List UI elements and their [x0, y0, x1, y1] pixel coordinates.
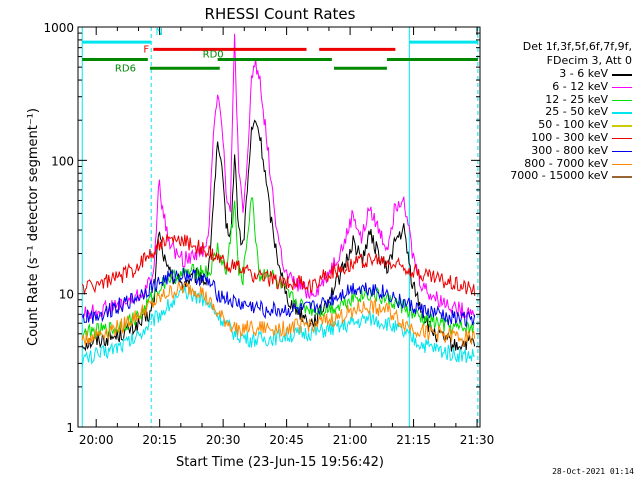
legend-entry-1: 6 - 12 keV — [476, 79, 636, 94]
legend-swatch — [612, 125, 632, 127]
legend-entry-4: 50 - 100 keV — [476, 118, 636, 132]
flag-label-f: F — [143, 44, 149, 55]
axis-ticks: 20:00 20:15 20:30 20:45 21:00 21:15 21:30 1 10 10… — [43, 21, 494, 447]
legend-entry-8: 7000 - 15000 keV — [476, 170, 636, 183]
flag-label-rd0: RD0 — [203, 50, 224, 61]
legend-label: 6 - 12 keV — [552, 79, 608, 93]
legend-entry-7: 800 - 7000 keV — [476, 156, 636, 171]
y-tick-label-1: 10 — [59, 288, 74, 302]
legend-label: 800 - 7000 keV — [524, 156, 608, 170]
legend-swatch — [612, 99, 632, 102]
plot-frame — [77, 26, 481, 428]
legend-swatch — [612, 74, 632, 76]
legend-entry-5: 100 - 300 keV — [476, 130, 636, 145]
legend-label: 12 - 25 keV — [545, 92, 608, 106]
legend-swatch — [612, 112, 632, 114]
legend-label: 100 - 300 keV — [531, 130, 608, 144]
legend-entry-3: 25 - 50 keV — [476, 106, 636, 119]
series-line-5 — [81, 234, 476, 296]
legend: Det 1f,3f,5f,6f,7f,9f, FDecim 3, Att 0 3… — [476, 40, 636, 183]
legend-swatch — [612, 163, 632, 166]
x-axis-label: Start Time (23-Jun-15 19:56:42) — [176, 455, 384, 470]
legend-swatch — [612, 86, 632, 89]
legend-label: 300 - 800 keV — [531, 143, 608, 157]
legend-header-line-1: Det 1f,3f,5f,6f,7f,9f, — [522, 40, 632, 53]
x-tick-label-5: 21:15 — [396, 433, 431, 447]
legend-swatch — [612, 176, 632, 178]
footer-timestamp: 28-Oct-2021 01:14 — [552, 467, 634, 476]
series-line-0 — [81, 119, 476, 352]
legend-swatch — [612, 137, 632, 140]
legend-label: 7000 - 15000 keV — [510, 169, 608, 183]
x-tick-label-4: 21:00 — [333, 433, 368, 447]
series-line-6 — [81, 267, 476, 328]
legend-label: 50 - 100 keV — [538, 118, 608, 132]
y-axis-label: Count Rate (s⁻¹ detector segment⁻¹) — [26, 108, 41, 346]
legend-entry-2: 12 - 25 keV — [476, 92, 636, 107]
x-tick-label-2: 20:30 — [206, 433, 241, 447]
flag-bars: NFRD0RD6 — [82, 27, 478, 74]
series-line-1 — [81, 33, 476, 320]
x-tick-label-3: 20:45 — [269, 433, 304, 447]
x-tick-label-6: 21:30 — [460, 433, 495, 447]
legend-swatch — [612, 150, 632, 153]
flag-label-rd6: RD6 — [115, 63, 136, 74]
series-lines — [81, 33, 476, 368]
chart-title: RHESSI Count Rates — [205, 5, 356, 23]
legend-entry-0: 3 - 6 keV — [476, 67, 636, 81]
legend-label: 3 - 6 keV — [559, 67, 608, 80]
legend-label: 25 - 50 keV — [545, 105, 608, 119]
legend-entries: 3 - 6 keV 6 - 12 keV 12 - 25 keV 25 - 50 ke… — [476, 67, 636, 183]
y-tick-label-2: 100 — [51, 154, 74, 168]
legend-entry-6: 300 - 800 keV — [476, 143, 636, 158]
vertical-marker-lines — [81, 27, 479, 427]
x-tick-label-1: 20:15 — [142, 433, 177, 447]
y-tick-label-3: 1000 — [43, 21, 74, 35]
y-tick-label-0: 1 — [66, 421, 74, 435]
series-line-7 — [81, 280, 476, 346]
x-tick-label-0: 20:00 — [79, 433, 114, 447]
legend-header-line-2: FDecim 3, Att 0 — [546, 54, 632, 67]
